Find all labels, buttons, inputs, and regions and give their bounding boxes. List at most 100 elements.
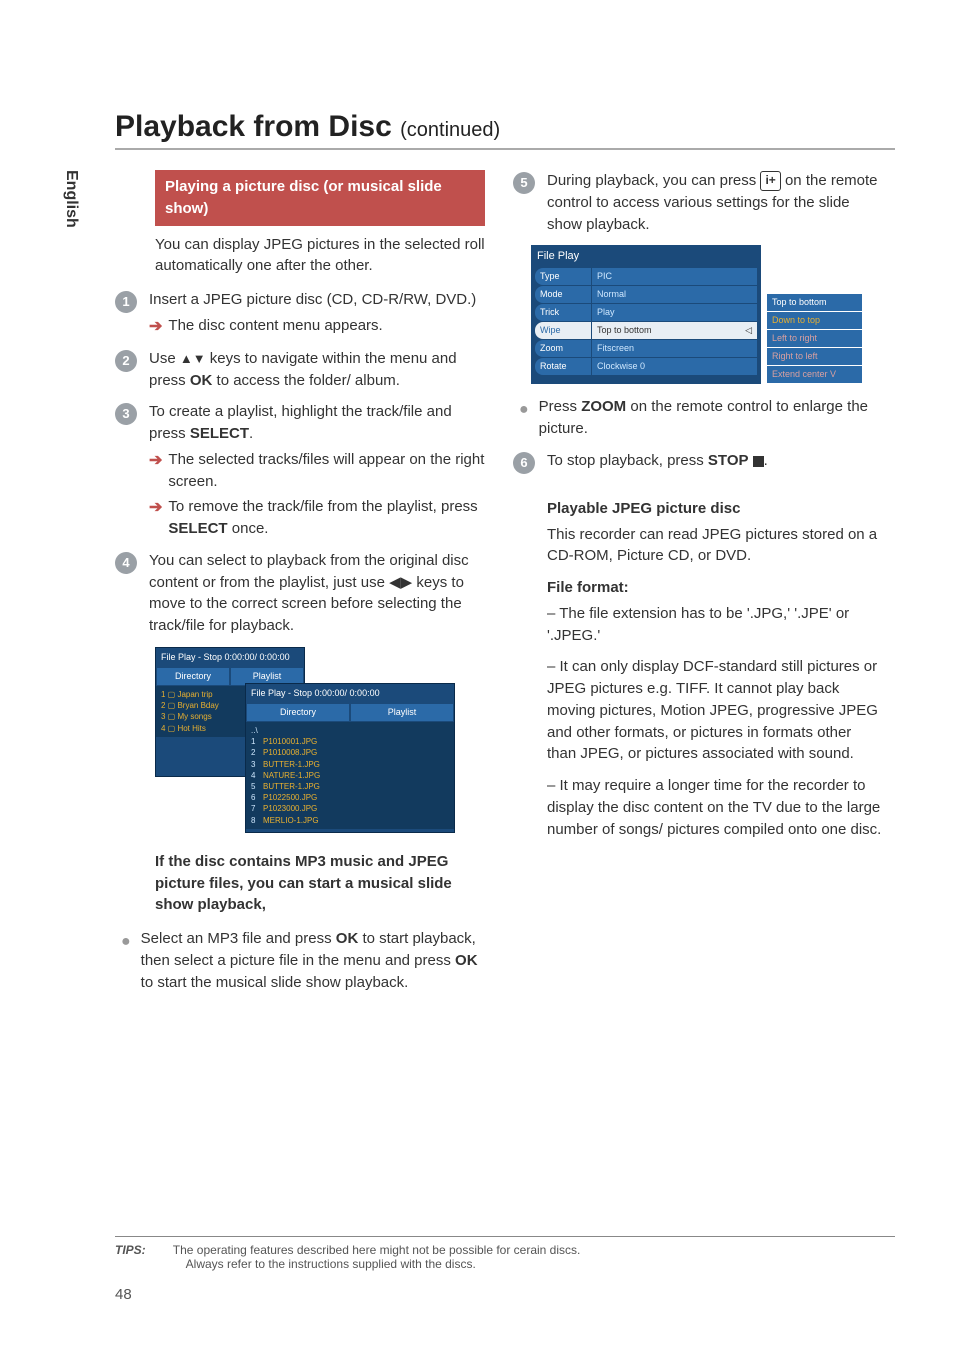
directory-tab-2: Directory [246, 703, 350, 722]
file-row: 1P1010001.JPG [251, 736, 449, 747]
select-label-2: SELECT [168, 520, 227, 537]
format-3: – It may require a longer time for the r… [547, 775, 883, 840]
menu-side-options: Top to bottom Down to top Left to right … [767, 245, 862, 384]
window-1-title: File Play - Stop 0:00:00/ 0:00:00 [156, 648, 304, 667]
file-row: 6P1022500.JPG [251, 792, 449, 803]
info-icon: i+ [760, 171, 780, 190]
step-2-body: Use ▲▼ keys to navigate within the menu … [149, 348, 485, 392]
side-opt-4: Right to left [767, 348, 862, 365]
step-number-1: 1 [115, 291, 137, 313]
title-divider [115, 148, 895, 150]
step-3-arrow2: To remove the track/file from the playli… [168, 496, 485, 540]
step-number-5: 5 [513, 172, 535, 194]
menu-value: Clockwise 0 [592, 358, 757, 375]
bullet-mp3: ● Select an MP3 file and press OK to sta… [115, 928, 485, 993]
step-1-arrow-text: The disc content menu appears. [168, 315, 382, 337]
playable-body: This recorder can read JPEG pictures sto… [547, 524, 883, 568]
side-opt-3: Left to right [767, 330, 862, 347]
file-row: 2P1010008.JPG [251, 747, 449, 758]
step-5: 5 During playback, you can press i+ on t… [513, 170, 883, 235]
window-2-title: File Play - Stop 0:00:00/ 0:00:00 [246, 684, 454, 703]
file-row: 8MERLIO-1.JPG [251, 815, 449, 826]
step-1: 1 Insert a JPEG picture disc (CD, CD-R/R… [115, 289, 485, 338]
wipe-value: Top to bottom [597, 325, 652, 335]
file-6: P1022500.JPG [263, 792, 317, 803]
step-5-a: During playback, you can press [547, 172, 760, 189]
step-6-body: To stop playback, press STOP . [547, 450, 883, 474]
music-note: If the disc contains MP3 music and JPEG … [155, 851, 485, 916]
step-1-text: Insert a JPEG picture disc (CD, CD-R/RW,… [149, 291, 476, 308]
file-row: 4NATURE-1.JPG [251, 770, 449, 781]
file-5: BUTTER-1.JPG [263, 781, 320, 792]
menu-screenshot: File Play TypePIC ModeNormal TrickPlay W… [531, 245, 883, 384]
file-row: 5BUTTER-1.JPG [251, 781, 449, 792]
page-number: 48 [115, 1286, 132, 1303]
stop-label: STOP [708, 452, 749, 469]
step-3: 3 To create a playlist, highlight the tr… [115, 401, 485, 540]
arrow-icon: ➔ [149, 496, 162, 519]
menu-label: Wipe [535, 322, 591, 339]
step-number-6: 6 [513, 452, 535, 474]
right-arrow-icon: ▶ [401, 574, 413, 591]
step-2-a: Use [149, 350, 180, 367]
bullet-c: to start the musical slide show playback… [141, 974, 409, 991]
language-tab: English [62, 170, 80, 228]
menu-label: Type [535, 268, 591, 285]
file-row: 7P1023000.JPG [251, 803, 449, 814]
file-1: P1010001.JPG [263, 736, 317, 747]
menu-row-zoom: ZoomFitscreen [535, 340, 757, 357]
intro-paragraph: You can display JPEG pictures in the sel… [155, 234, 485, 278]
title-main: Playback from Disc [115, 110, 400, 143]
menu-value: Fitscreen [592, 340, 757, 357]
menu-value: PIC [592, 268, 757, 285]
left-column: Playing a picture disc (or musical slide… [115, 170, 485, 1003]
format-2: – It can only display DCF-standard still… [547, 656, 883, 765]
folder-4: Hot Hits [177, 724, 205, 733]
file-4: NATURE-1.JPG [263, 770, 320, 781]
step-3-body: To create a playlist, highlight the trac… [149, 401, 485, 540]
side-opt-5: Extend center V [767, 366, 862, 383]
stop-icon [753, 456, 764, 467]
file-7: P1023000.JPG [263, 803, 317, 814]
folder-1: Japan trip [177, 690, 212, 699]
side-opt-2: Down to top [767, 312, 862, 329]
step-4-body: You can select to playback from the orig… [149, 550, 485, 637]
title-continued: (continued) [400, 119, 500, 141]
window-2-tabs: Directory Playlist [246, 703, 454, 722]
menu-row-rotate: RotateClockwise 0 [535, 358, 757, 375]
directory-tab: Directory [156, 667, 230, 686]
window-2-body: ..\ 1P1010001.JPG 2P1010008.JPG 3BUTTER-… [246, 722, 454, 829]
down-arrow-icon: ▼ [193, 351, 206, 366]
menu-row-wipe: WipeTop to bottom ◁ [535, 322, 757, 339]
ok-label-2: OK [336, 930, 359, 947]
step-6: 6 To stop playback, press STOP . [513, 450, 883, 474]
step-3-result-2: ➔ To remove the track/file from the play… [149, 496, 485, 540]
playlist-tab-2: Playlist [350, 703, 454, 722]
menu-label: Zoom [535, 340, 591, 357]
tips-divider [115, 1236, 895, 1237]
tips-label: TIPS: [115, 1243, 146, 1257]
menu-value: Top to bottom ◁ [592, 322, 757, 339]
spacer [513, 484, 883, 498]
step-3-result-1: ➔ The selected tracks/files will appear … [149, 449, 485, 493]
ok-label: OK [190, 372, 213, 389]
bullet-a: Select an MP3 file and press [141, 930, 336, 947]
folder-2: Bryan Bday [177, 701, 218, 710]
step-3-arrow1: The selected tracks/files will appear on… [168, 449, 485, 493]
spacer [767, 245, 862, 293]
tips-line-1: The operating features described here mi… [173, 1243, 581, 1257]
step-2: 2 Use ▲▼ keys to navigate within the men… [115, 348, 485, 392]
menu-value: Normal [592, 286, 757, 303]
bullet-zoom: ● Press ZOOM on the remote control to en… [513, 396, 883, 440]
menu-title: File Play [535, 249, 757, 265]
file-2: P1010008.JPG [263, 747, 317, 758]
zoom-a: Press [539, 398, 582, 415]
tips-bar: TIPS: The operating features described h… [115, 1236, 895, 1271]
menu-value: Play [592, 304, 757, 321]
ok-label-3: OK [455, 952, 478, 969]
page-title: Playback from Disc (continued) [115, 110, 895, 144]
bullet-body: Select an MP3 file and press OK to start… [141, 928, 485, 993]
step-number-2: 2 [115, 350, 137, 372]
arrow-icon: ➔ [149, 449, 162, 472]
menu-label: Trick [535, 304, 591, 321]
